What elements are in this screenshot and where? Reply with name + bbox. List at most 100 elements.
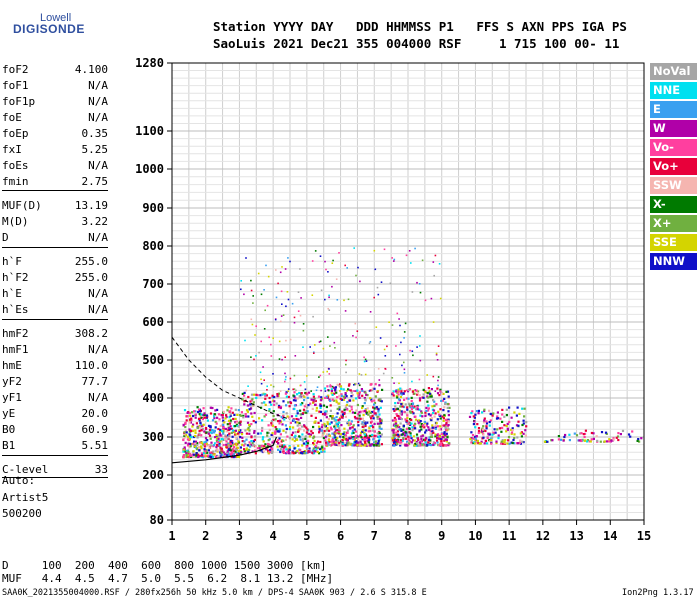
echo-point	[243, 440, 246, 443]
echo-point	[361, 394, 364, 397]
echo-point	[199, 414, 202, 417]
header-labels: Station YYYY DAY DDD HHMMSS P1 FFS S AXN…	[213, 19, 627, 34]
echo-point-sparse	[388, 321, 390, 323]
echo-point-sparse	[275, 269, 277, 271]
echo-point	[430, 417, 434, 420]
echo-point	[186, 444, 190, 447]
param-row: yF2 77.7	[2, 375, 108, 391]
echo-point	[344, 393, 347, 396]
echo-point	[279, 419, 282, 422]
echo-point-sparse	[279, 271, 282, 274]
echo-point	[367, 441, 371, 444]
echo-point	[229, 413, 232, 416]
echo-point	[190, 435, 193, 439]
echo-point	[218, 441, 221, 444]
echo-point	[395, 413, 398, 416]
echo-point	[366, 407, 369, 410]
echo-point	[297, 444, 300, 447]
echo-point	[322, 404, 326, 407]
echo-point	[485, 425, 488, 428]
echo-point	[599, 440, 602, 443]
echo-point-sparse	[319, 374, 322, 377]
echo-point	[432, 399, 435, 402]
param-separator	[2, 190, 108, 191]
echo-point	[518, 441, 521, 444]
auto-artist: Artist5	[2, 491, 49, 504]
echo-point-sparse	[266, 385, 268, 388]
echo-point-sparse	[280, 290, 283, 293]
echo-point	[198, 449, 201, 452]
echo-point	[410, 396, 413, 399]
echo-point	[399, 442, 402, 445]
echo-point	[361, 389, 364, 392]
echo-point	[330, 385, 333, 388]
echo-point	[391, 429, 394, 432]
echo-point	[403, 405, 406, 409]
echo-point	[216, 436, 219, 439]
echo-point	[237, 450, 240, 453]
echo-point	[288, 445, 291, 448]
echo-point	[404, 418, 407, 421]
echo-point	[490, 439, 493, 442]
echo-point	[369, 424, 372, 428]
echo-point	[443, 431, 446, 434]
echo-point-sparse	[245, 257, 247, 259]
echo-point	[205, 442, 208, 445]
echo-point	[486, 435, 489, 438]
echo-point	[434, 433, 437, 436]
echo-point	[268, 409, 271, 412]
echo-point	[361, 425, 364, 428]
echo-point	[308, 450, 311, 454]
echo-point	[272, 418, 275, 421]
param-key: h`Es	[2, 303, 29, 316]
echo-point	[376, 415, 379, 418]
echo-point	[406, 434, 409, 437]
echo-point	[312, 401, 315, 404]
echo-point	[209, 426, 212, 429]
echo-point	[318, 427, 321, 430]
echo-point	[373, 430, 376, 433]
echo-point	[333, 417, 336, 420]
echo-point	[319, 403, 322, 406]
echo-point	[217, 444, 220, 447]
echo-point	[328, 429, 331, 432]
echo-point	[192, 423, 195, 426]
echo-point-sparse	[331, 262, 334, 264]
echo-point	[360, 422, 363, 425]
echo-point	[229, 410, 232, 413]
param-row: h`F2 255.0	[2, 271, 108, 287]
echo-point	[316, 446, 319, 449]
echo-point	[424, 441, 427, 444]
echo-point	[263, 415, 266, 418]
echo-point	[249, 403, 252, 406]
echo-point	[516, 436, 519, 439]
echo-point	[432, 443, 435, 446]
echo-point	[303, 451, 306, 455]
echo-point	[410, 422, 413, 425]
echo-point	[280, 440, 283, 443]
echo-point	[278, 437, 281, 440]
echo-point	[429, 414, 432, 417]
echo-point	[359, 410, 362, 413]
echo-point	[237, 429, 240, 432]
muf-curve	[171, 336, 291, 420]
echo-point	[214, 455, 217, 459]
echo-point	[339, 435, 342, 438]
echo-point	[303, 405, 306, 408]
echo-point-sparse	[403, 331, 406, 333]
echo-point	[506, 422, 509, 425]
echo-point	[410, 399, 413, 403]
echo-point	[346, 431, 349, 434]
echo-point	[329, 409, 332, 412]
echo-point	[288, 448, 291, 451]
echo-point	[424, 431, 427, 434]
param-key: fmin	[2, 175, 29, 188]
echo-point	[354, 417, 357, 420]
echo-point	[484, 439, 488, 443]
echo-point	[394, 443, 397, 446]
echo-point	[557, 438, 560, 441]
echo-point	[426, 444, 429, 447]
echo-point	[341, 415, 344, 418]
echo-point-sparse	[304, 388, 307, 391]
echo-point	[484, 429, 487, 433]
